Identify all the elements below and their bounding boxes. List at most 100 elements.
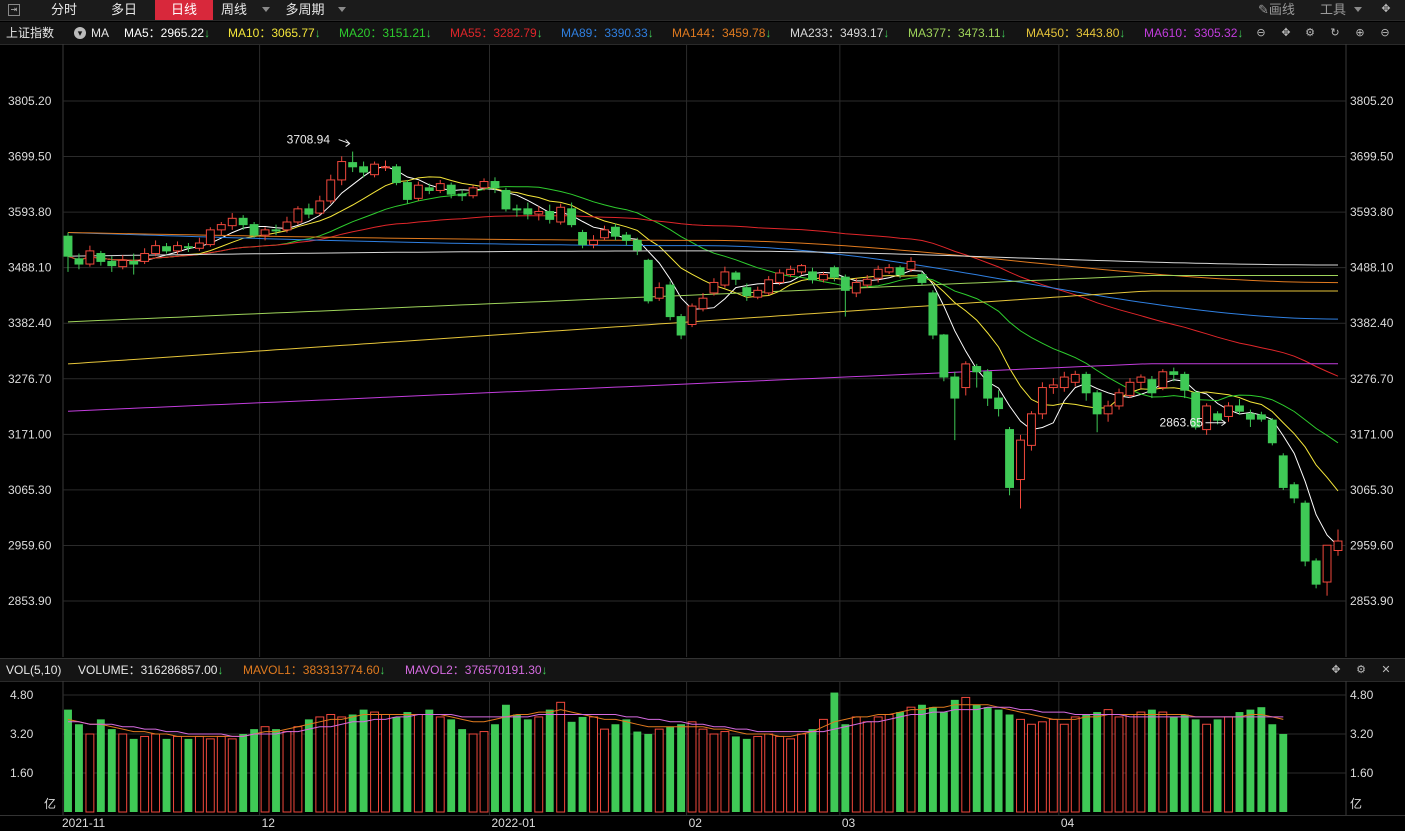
tools-menu-button[interactable]: 工具	[1320, 2, 1347, 17]
volume-bar-up	[381, 714, 390, 813]
candle-body-up	[205, 229, 215, 246]
candle-body-up	[753, 289, 763, 298]
volume-bar-down	[545, 709, 554, 812]
volume-bar-down	[501, 704, 510, 812]
ma610-line	[67, 363, 1338, 412]
minus-circle-icon[interactable]: ⊖	[1256, 27, 1266, 39]
volume-bar-up	[85, 733, 95, 813]
indicator-ma-label[interactable]: MA	[91, 26, 109, 40]
volume-bar-down	[677, 724, 686, 812]
chevron-down-icon[interactable]	[262, 7, 270, 12]
min-arrow-icon	[1205, 419, 1227, 427]
tab-intraday[interactable]: 分时	[50, 2, 77, 17]
candle-body-down	[457, 193, 467, 197]
candle-body-up	[906, 260, 916, 270]
tab-multi-day[interactable]: 多日	[110, 2, 137, 17]
candle-body-up	[698, 297, 708, 310]
candle-body-up	[600, 229, 609, 239]
candle-body-down	[1169, 371, 1179, 375]
gear-icon[interactable]: ⚙	[1305, 27, 1315, 39]
candle-body-up	[797, 265, 806, 273]
candle-body-down	[917, 274, 927, 283]
chevron-down-icon[interactable]	[1354, 7, 1362, 12]
volume-bar-down	[983, 707, 992, 812]
down-arrow-icon: ↓	[1119, 26, 1126, 40]
down-arrow-icon: ↓	[536, 26, 543, 40]
candle-body-up	[227, 217, 237, 227]
volume-bar-down	[994, 709, 1003, 812]
mavol1-line	[67, 704, 1284, 737]
close-icon[interactable]: ✕	[1381, 664, 1391, 676]
candle-body-down	[74, 258, 84, 265]
y-tick-label-left: 3276.70	[8, 372, 52, 386]
volume-bar-down	[731, 736, 740, 812]
indicator-toggle-icon[interactable]: ▾	[74, 27, 86, 39]
tab-multi-period[interactable]: 多周期	[285, 2, 325, 17]
y-tick-label-right: 3699.50	[1350, 150, 1394, 164]
candle-body-down	[676, 316, 686, 336]
candle-body-down	[643, 259, 653, 302]
plus-circle-icon[interactable]: ⊕	[1355, 27, 1365, 39]
candle-body-down	[183, 246, 193, 249]
candle-body-up	[764, 279, 774, 294]
move-arrows-icon[interactable]: ✥	[1331, 664, 1341, 676]
down-arrow-icon: ↓	[765, 26, 772, 40]
max-arrow-icon	[338, 139, 351, 147]
candle-body-down	[1300, 502, 1310, 562]
refresh-icon[interactable]: ↻	[1330, 27, 1340, 39]
move-arrows-icon[interactable]: ✥	[1281, 27, 1291, 39]
volume-bar-down	[1213, 719, 1222, 812]
tab-weekly[interactable]: 周线	[220, 2, 247, 17]
y-tick-label-right: 3593.80	[1350, 205, 1394, 219]
candle-body-up	[961, 363, 971, 389]
minus-circle-icon[interactable]: ⊖	[1380, 27, 1390, 39]
candle-body-up	[293, 208, 303, 223]
gear-icon[interactable]: ⚙	[1356, 664, 1366, 676]
price-chart[interactable]: 3805.20 3805.20 3699.50 3699.50 3593.80 3593.…	[0, 44, 1405, 657]
draw-line-button[interactable]: ✎画线	[1258, 2, 1295, 17]
candle-body-down	[238, 217, 248, 226]
candle-body-down	[1191, 392, 1201, 428]
volume-bar-down	[939, 712, 948, 812]
volume-chart[interactable]: 4.80 4.80 3.20 3.20 1.60 1.60 亿 亿	[0, 681, 1405, 815]
candle-body-up	[1125, 381, 1135, 396]
volume-bar-up	[851, 716, 861, 813]
candle-body-down	[304, 208, 314, 215]
volume-bar-down	[972, 704, 981, 812]
candle-body-up	[1158, 371, 1168, 389]
candle-body-up	[85, 250, 95, 265]
candle-body-up	[534, 210, 544, 215]
volume-value: VOLUME：316286857.00↓	[78, 663, 224, 677]
volume-bar-up	[282, 731, 292, 813]
volume-bar-up	[687, 721, 697, 813]
ma-legend-item: MA55：3282.79↓	[450, 22, 543, 44]
candle-body-up	[709, 281, 719, 294]
candle-body-up	[884, 267, 894, 273]
volume-bar-up	[884, 714, 894, 813]
candle-body-down	[829, 267, 839, 278]
chevron-down-icon[interactable]	[338, 7, 346, 12]
collapse-panel-icon[interactable]: ⇥	[8, 4, 20, 16]
volume-bar-down	[928, 707, 937, 812]
y-tick-label-right: 3382.40	[1350, 316, 1394, 330]
mavol2-line	[68, 706, 1284, 737]
ma-legend-item: MA610：3305.32↓	[1144, 22, 1243, 44]
ma-legend-text: MA450：3443.80	[1026, 26, 1120, 40]
pencil-icon: ✎	[1258, 2, 1269, 17]
tab-daily[interactable]: 日线	[155, 0, 213, 20]
candle-body-down	[1289, 484, 1299, 499]
candle-body-up	[1048, 384, 1058, 389]
candle-body-down	[928, 292, 938, 336]
volume-bar-up	[370, 711, 379, 813]
volume-bar-down	[666, 726, 675, 812]
candle-body-up	[118, 259, 128, 268]
volume-bar-up	[818, 718, 828, 813]
candle-body-down	[162, 246, 171, 252]
volume-bar-down	[491, 724, 499, 812]
volume-bar-up	[753, 735, 763, 813]
down-arrow-icon: ↓	[647, 26, 654, 40]
move-arrows-icon[interactable]: ✥	[1381, 3, 1391, 15]
down-arrow-icon: ↓	[883, 26, 890, 40]
candle-body-up	[862, 278, 872, 286]
volume-bar-up	[468, 733, 478, 813]
